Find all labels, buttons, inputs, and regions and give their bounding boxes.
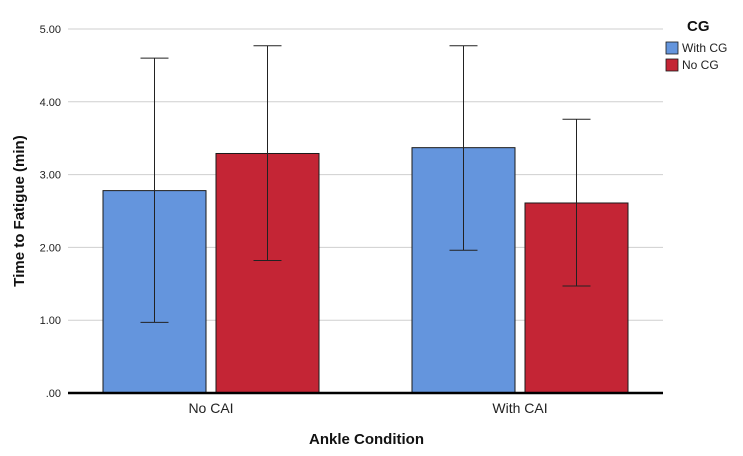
legend-label: With CG (682, 41, 727, 55)
error-bar (253, 45, 282, 262)
error-bars (140, 45, 591, 323)
x-category-label: No CAI (188, 400, 233, 416)
x-axis-title: Ankle Condition (309, 431, 424, 448)
bars (102, 147, 629, 394)
legend-swatch (665, 58, 679, 72)
legend-swatch (665, 41, 679, 55)
legend-items: With CG No CG (665, 41, 727, 72)
y-axis-ticks: .00 1.00 2.00 3.00 4.00 5.00 (40, 24, 61, 400)
legend: CG With CG No CG (665, 18, 727, 72)
y-tick-label: 2.00 (40, 242, 61, 254)
x-axis-categories: No CAI With CAI (188, 400, 547, 416)
error-bar (562, 118, 591, 287)
y-tick-label: 4.00 (40, 97, 61, 109)
legend-title: CG (687, 18, 710, 35)
error-bar (140, 57, 169, 323)
y-tick-label: 5.00 (40, 24, 61, 36)
legend-label: No CG (682, 58, 719, 72)
bar-no-cg-no-cai (215, 152, 320, 394)
y-tick-label: .00 (46, 388, 61, 400)
y-tick-label: 1.00 (40, 315, 61, 327)
x-category-label: With CAI (492, 400, 547, 416)
y-tick-label: 3.00 (40, 170, 61, 182)
error-bar (449, 45, 478, 251)
y-axis-title: Time to Fatigue (min) (11, 135, 28, 286)
